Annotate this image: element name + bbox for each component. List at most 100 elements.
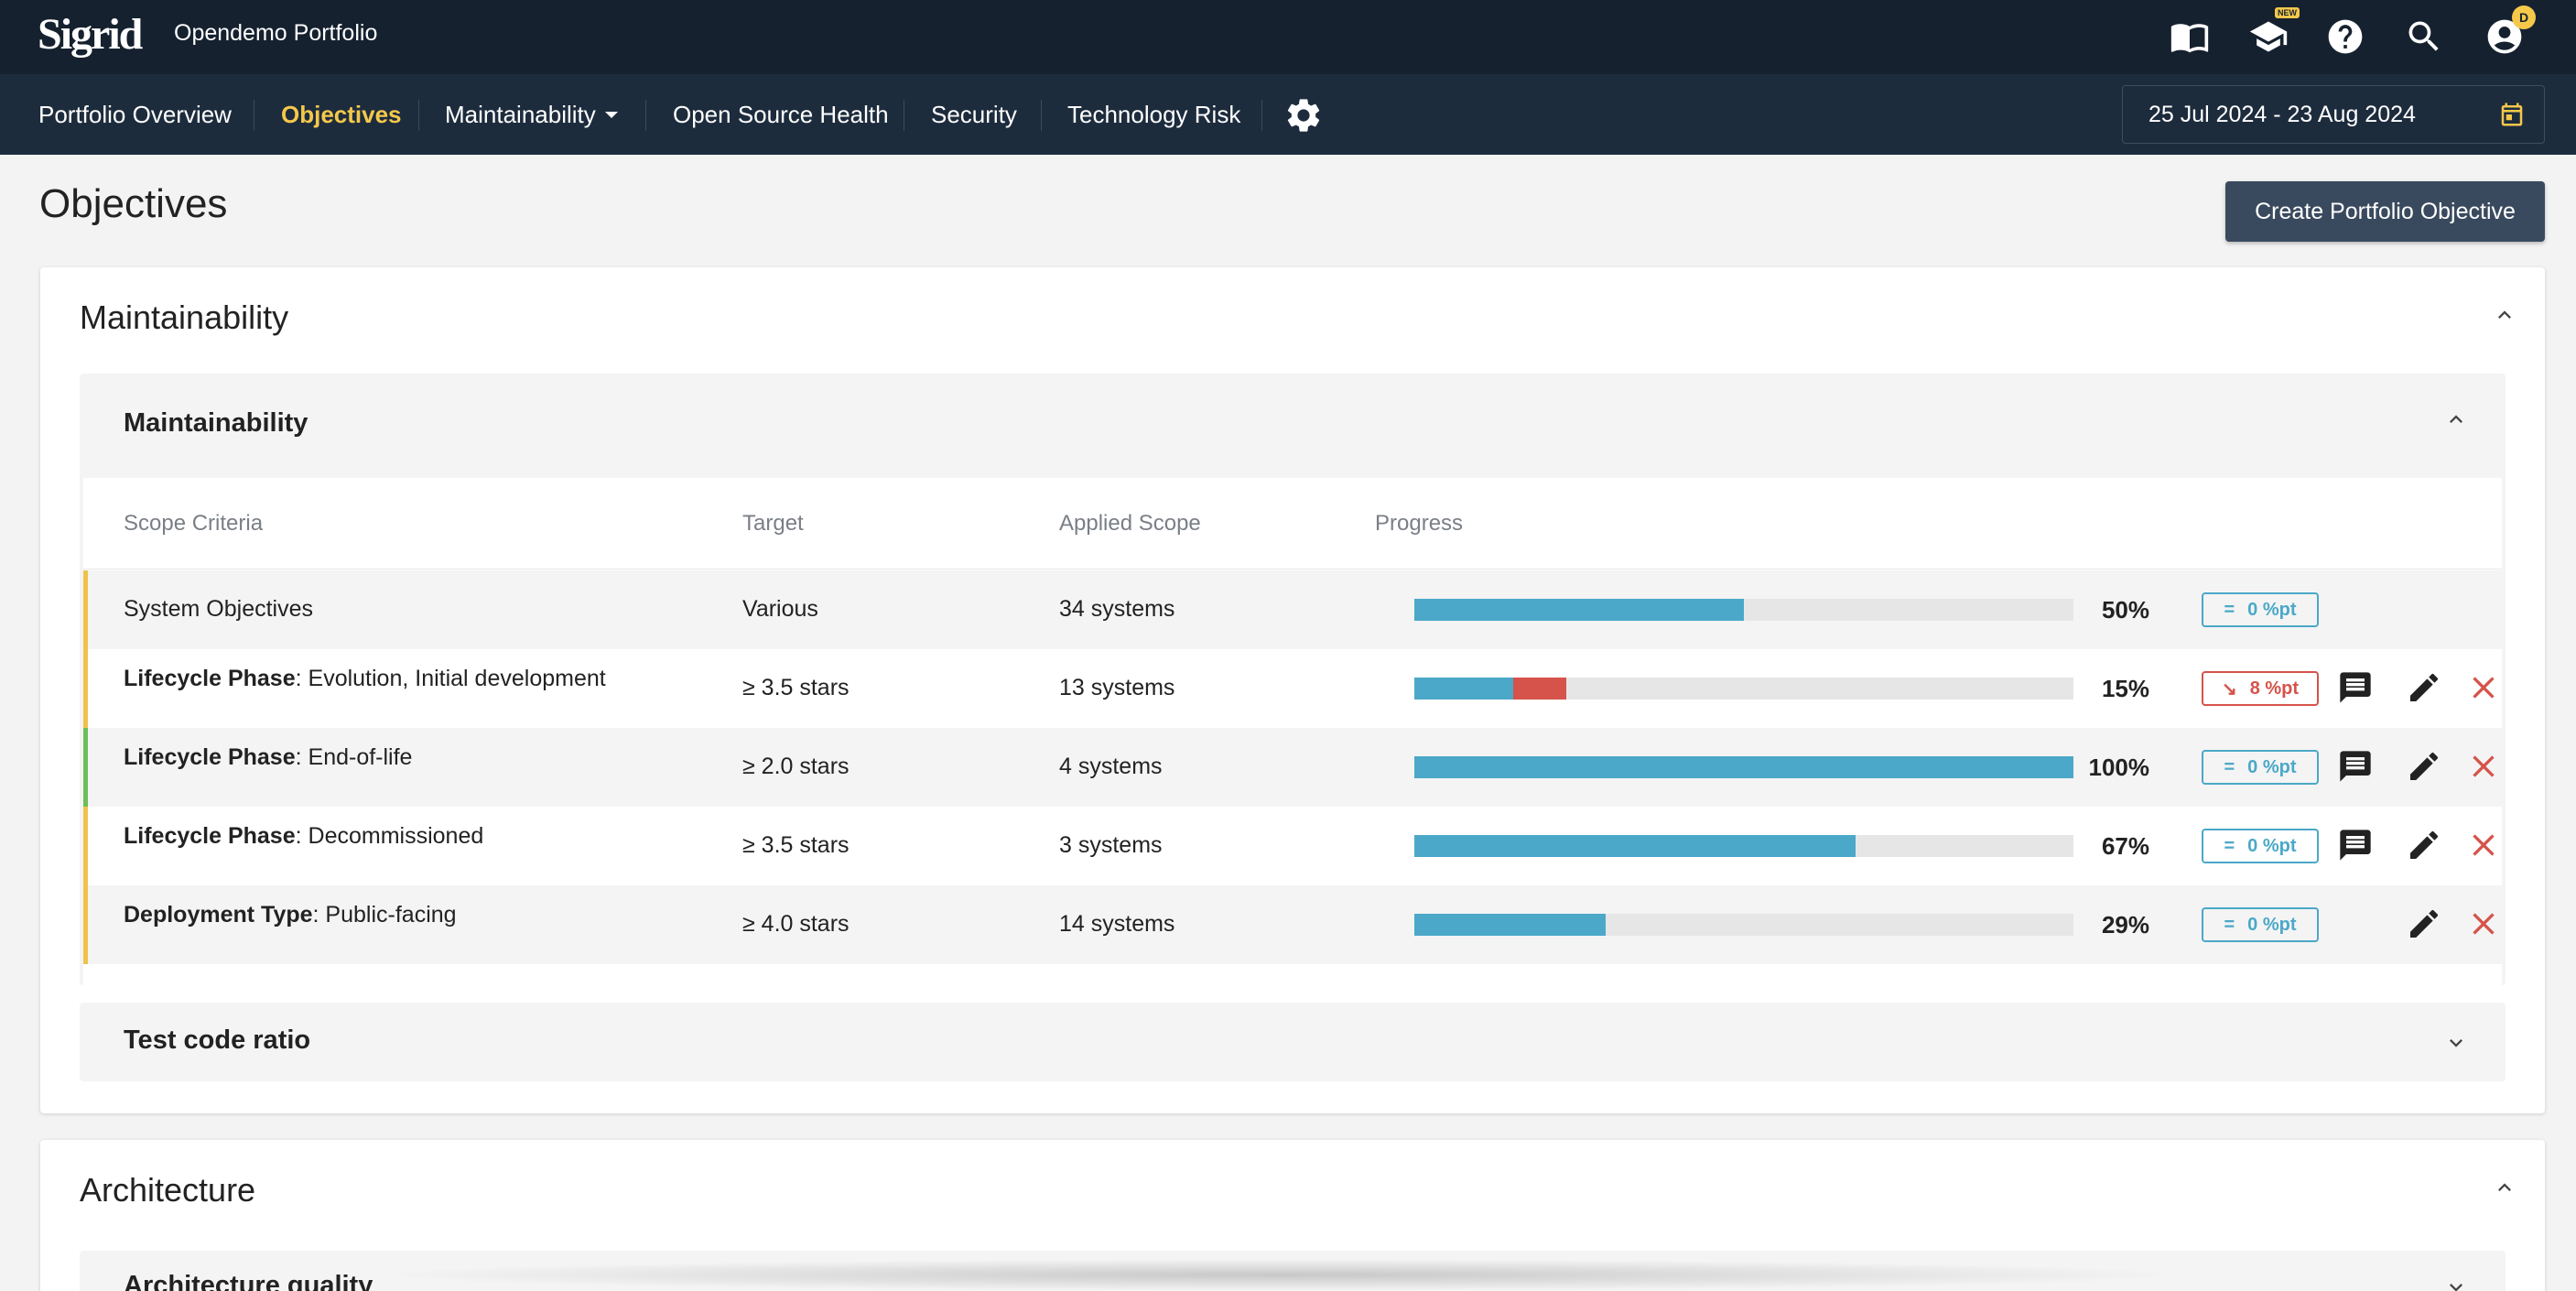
nav-technology-risk[interactable]: Technology Risk	[1067, 100, 1241, 128]
progress-delta-badge: ↘ 8 %pt	[2202, 671, 2319, 706]
applied-scope: 13 systems	[1059, 675, 1175, 700]
delete-icon[interactable]	[2465, 748, 2502, 785]
target-value: ≥ 3.5 stars	[742, 832, 850, 858]
progress-fill	[1414, 835, 1856, 857]
criteria-value: : End-of-life	[295, 744, 413, 770]
nav-security[interactable]: Security	[931, 100, 1017, 128]
comment-icon[interactable]	[2337, 669, 2374, 706]
column-header: Applied Scope	[1059, 511, 1201, 536]
nav-objectives[interactable]: Objectives	[281, 100, 402, 128]
objective-group-maintainability: Maintainability Scope Criteria Target Ap…	[80, 374, 2506, 985]
gear-icon[interactable]	[1283, 95, 1324, 136]
section-title: Maintainability	[80, 298, 289, 336]
nav-portfolio-overview[interactable]: Portfolio Overview	[38, 100, 232, 128]
nav-maintainability-label: Maintainability	[445, 100, 596, 128]
chevron-up-icon[interactable]	[2492, 1175, 2517, 1200]
progress-delta-badge: = 0 %pt	[2202, 907, 2319, 942]
criteria-key: Deployment Type	[124, 902, 313, 928]
book-icon[interactable]	[2168, 15, 2212, 59]
table-row[interactable]: System Objectives Various 34 systems 50%…	[83, 570, 2502, 649]
group-title: Test code ratio	[124, 1025, 311, 1055]
table-row[interactable]: Deployment Type: Public-facing ≥ 4.0 sta…	[83, 885, 2502, 964]
delete-icon[interactable]	[2465, 906, 2502, 942]
section-title: Architecture	[80, 1171, 256, 1209]
date-range-picker[interactable]: 25 Jul 2024 - 23 Aug 2024	[2122, 85, 2545, 144]
progress-delta-badge: = 0 %pt	[2202, 829, 2319, 863]
progress-bar	[1414, 678, 2073, 700]
column-header: Scope Criteria	[124, 511, 264, 536]
column-header: Target	[742, 511, 804, 536]
chevron-up-icon[interactable]	[2492, 302, 2517, 328]
trending-down-icon: ↘	[2221, 678, 2237, 700]
nav-maintainability-dropdown[interactable]: Maintainability	[445, 74, 618, 155]
delete-icon[interactable]	[2465, 669, 2502, 706]
edit-icon[interactable]	[2406, 906, 2442, 942]
progress-percent: 100%	[2088, 754, 2150, 781]
criteria-value: : Decommissioned	[295, 823, 484, 849]
table-row[interactable]: Lifecycle Phase: Evolution, Initial deve…	[83, 649, 2502, 728]
edit-icon[interactable]	[2406, 827, 2442, 863]
nav-divider	[645, 100, 646, 131]
progress-fill	[1414, 756, 2073, 778]
progress-bar	[1414, 599, 2073, 621]
column-header: Progress	[1375, 511, 1464, 536]
section-card-architecture: Architecture Architecture quality	[40, 1140, 2545, 1291]
scope-criteria: Lifecycle Phase: End-of-life	[124, 744, 412, 771]
create-portfolio-objective-button[interactable]: Create Portfolio Objective	[2225, 181, 2545, 242]
account-icon[interactable]: D	[2483, 5, 2536, 59]
edit-icon[interactable]	[2406, 669, 2442, 706]
scope-criteria: Deployment Type: Public-facing	[124, 902, 457, 928]
calendar-icon	[2501, 103, 2523, 126]
progress-fill	[1414, 599, 1744, 621]
delta-value: 0 %pt	[2247, 756, 2297, 777]
comment-icon[interactable]	[2337, 748, 2374, 785]
applied-scope: 34 systems	[1059, 596, 1175, 622]
portfolio-name[interactable]: Opendemo Portfolio	[174, 20, 378, 46]
progress-percent: 29%	[2101, 911, 2149, 938]
scroll-shadow	[366, 1259, 2197, 1291]
graduation-cap-icon[interactable]: NEW	[2246, 7, 2300, 59]
equal-icon: =	[2224, 835, 2235, 856]
scope-criteria: Lifecycle Phase: Decommissioned	[124, 823, 483, 850]
chevron-down-icon[interactable]	[2443, 1275, 2469, 1291]
progress-fill	[1414, 914, 1606, 936]
applied-scope: 4 systems	[1059, 754, 1163, 779]
progress-delta-badge: = 0 %pt	[2202, 592, 2319, 627]
progress-percent: 15%	[2101, 675, 2149, 702]
help-icon[interactable]	[2323, 15, 2367, 59]
chevron-down-icon[interactable]	[2443, 1030, 2469, 1056]
target-value: ≥ 3.5 stars	[742, 675, 850, 700]
criteria-key: Lifecycle Phase	[124, 666, 296, 691]
progress-bar	[1414, 914, 2073, 936]
comment-icon[interactable]	[2337, 827, 2374, 863]
nav-divider	[1261, 100, 1262, 131]
search-icon[interactable]	[2402, 15, 2446, 59]
equal-icon: =	[2224, 756, 2235, 777]
nav-divider	[1041, 100, 1042, 131]
target-value: ≥ 4.0 stars	[742, 911, 850, 937]
criteria-value: : Public-facing	[312, 902, 457, 928]
chevron-up-icon[interactable]	[2443, 407, 2469, 432]
delta-value: 0 %pt	[2247, 599, 2297, 620]
edit-icon[interactable]	[2406, 748, 2442, 785]
progress-bar	[1414, 756, 2073, 778]
table-row[interactable]: Lifecycle Phase: End-of-life ≥ 2.0 stars…	[83, 728, 2502, 807]
scope-criteria: Lifecycle Phase: Evolution, Initial deve…	[124, 666, 606, 692]
sigrid-logo[interactable]: Sigrid	[38, 10, 143, 59]
table-row[interactable]: Lifecycle Phase: Decommissioned ≥ 3.5 st…	[83, 807, 2502, 885]
nav-divider	[418, 100, 419, 131]
table-header: Scope Criteria Target Applied Scope Prog…	[83, 478, 2502, 570]
applied-scope: 14 systems	[1059, 911, 1175, 937]
applied-scope: 3 systems	[1059, 832, 1163, 858]
nav-bar: Portfolio Overview Objectives Maintainab…	[0, 74, 2576, 155]
date-range-value: 25 Jul 2024 - 23 Aug 2024	[2148, 101, 2416, 127]
page-title: Objectives	[39, 181, 228, 226]
progress-percent: 50%	[2101, 596, 2149, 624]
delete-icon[interactable]	[2465, 827, 2502, 863]
nav-open-source-health[interactable]: Open Source Health	[673, 100, 889, 128]
caret-down-icon	[604, 111, 618, 118]
objective-group-test-code-ratio[interactable]: Test code ratio	[80, 1003, 2506, 1081]
progress-bar	[1414, 835, 2073, 857]
progress-percent: 67%	[2101, 832, 2149, 860]
objective-group-architecture-quality[interactable]: Architecture quality	[80, 1251, 2506, 1291]
